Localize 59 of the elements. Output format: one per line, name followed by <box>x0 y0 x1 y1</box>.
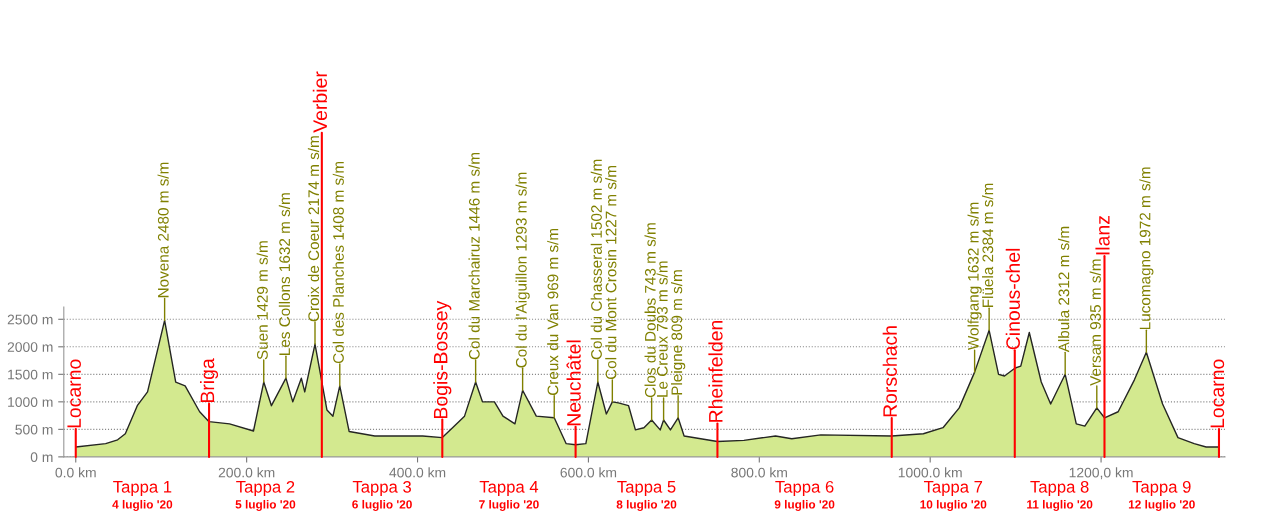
y-tick-label: 0 m <box>30 452 53 463</box>
annotation: Col des Planches 1408 m s/m <box>332 161 344 364</box>
ref-line-label: Locarno <box>67 359 81 428</box>
annotation: Les Collons 1632 m s/m <box>278 193 291 355</box>
ref-line-label: Ilanz <box>1095 216 1110 255</box>
text: 12 luglio '20 <box>1128 499 1195 511</box>
annotation: Col du Marchairuz 1446 m s/m <box>468 153 480 360</box>
text: Tappa 1 <box>113 481 172 497</box>
annotation: Creux du Van 969 m s/m <box>547 228 559 396</box>
text: Tappa 4 <box>479 481 539 497</box>
text: Tappa 7 <box>923 481 983 497</box>
ref-line-label: Verbier <box>312 71 328 133</box>
text: 4 luglio '20 <box>112 499 173 511</box>
annotation: Col du Chasseral 1502 m s/m <box>590 159 602 360</box>
y-tick-label: 1000 m <box>8 397 53 408</box>
text: 5 luglio '20 <box>235 499 296 511</box>
annotation: Col du l'Aiguillon 1293 m s/m <box>515 172 530 368</box>
text: Tappa 9 <box>1132 480 1191 497</box>
annotation: Suen 1429 m s/m <box>256 241 268 360</box>
text: Tappa 8 <box>1030 480 1089 497</box>
ref-line-label: Rheinfelden <box>708 320 723 422</box>
ref-line-label: Briga <box>199 358 219 403</box>
text: 7 luglio '20 <box>479 499 539 511</box>
annotation: Croix de Coeur 2174 m s/m <box>307 136 320 322</box>
x-tick-label: 600.0 km <box>560 467 617 478</box>
text: 10 luglio '20 <box>920 499 987 511</box>
y-tick-label: 2500 m <box>7 314 53 325</box>
x-tick-label: 0.0 km <box>55 467 96 478</box>
ref-line-label: Locarno <box>1210 359 1225 428</box>
ref-line-label: Bogis-Bossey <box>433 300 452 419</box>
x-tick-label: 1200,0 km <box>1069 467 1133 480</box>
x-tick-label: 200.0 km <box>218 467 275 478</box>
x-tick-label: 400.0 km <box>389 467 446 478</box>
y-tick-label: 500 m <box>15 424 53 435</box>
ref-line-label: Cinous-chel <box>1005 248 1020 350</box>
annotation: Lucomagno 1972 m s/m <box>1139 167 1154 330</box>
text: 9 luglio '20 <box>774 499 835 511</box>
text: Tappa 6 <box>775 480 834 497</box>
ref-line-label: Neuchâtel <box>566 340 581 426</box>
annotation: Albula 2312 m s/m <box>1058 226 1070 353</box>
text: Tappa 5 <box>617 481 676 497</box>
y-tick-label: 2000 m <box>7 342 53 352</box>
y-tick-label: 1500 m <box>8 369 53 380</box>
annotation: Novena 2480 m s/m <box>157 162 169 298</box>
annotation: Clos du Doubs 743 m s/m <box>644 223 656 398</box>
x-tick-label: 800.0 km <box>731 467 787 478</box>
text: Tappa 3 <box>352 480 411 497</box>
annotation: Col du Mont Crosin 1227 m s/m <box>605 166 617 380</box>
text: 8 luglio '20 <box>616 499 677 511</box>
annotation: Pleigne 809 m s/m <box>671 270 686 395</box>
text: Tappa 2 <box>236 480 295 497</box>
annotation: Versam 935 m s/m <box>1089 259 1101 386</box>
text: 6 luglio '20 <box>352 499 412 511</box>
ref-line-label: Rorschach <box>882 326 897 417</box>
annotation: Wolfgang 1632 m s/m <box>967 202 982 351</box>
x-tick-label: 1000.0 km <box>898 467 962 478</box>
annotation: Flüela 2384 m s/m <box>982 183 994 308</box>
annotation: Le Creux 793 m s/m <box>656 261 668 397</box>
text: 11 luglio '20 <box>1027 499 1093 511</box>
